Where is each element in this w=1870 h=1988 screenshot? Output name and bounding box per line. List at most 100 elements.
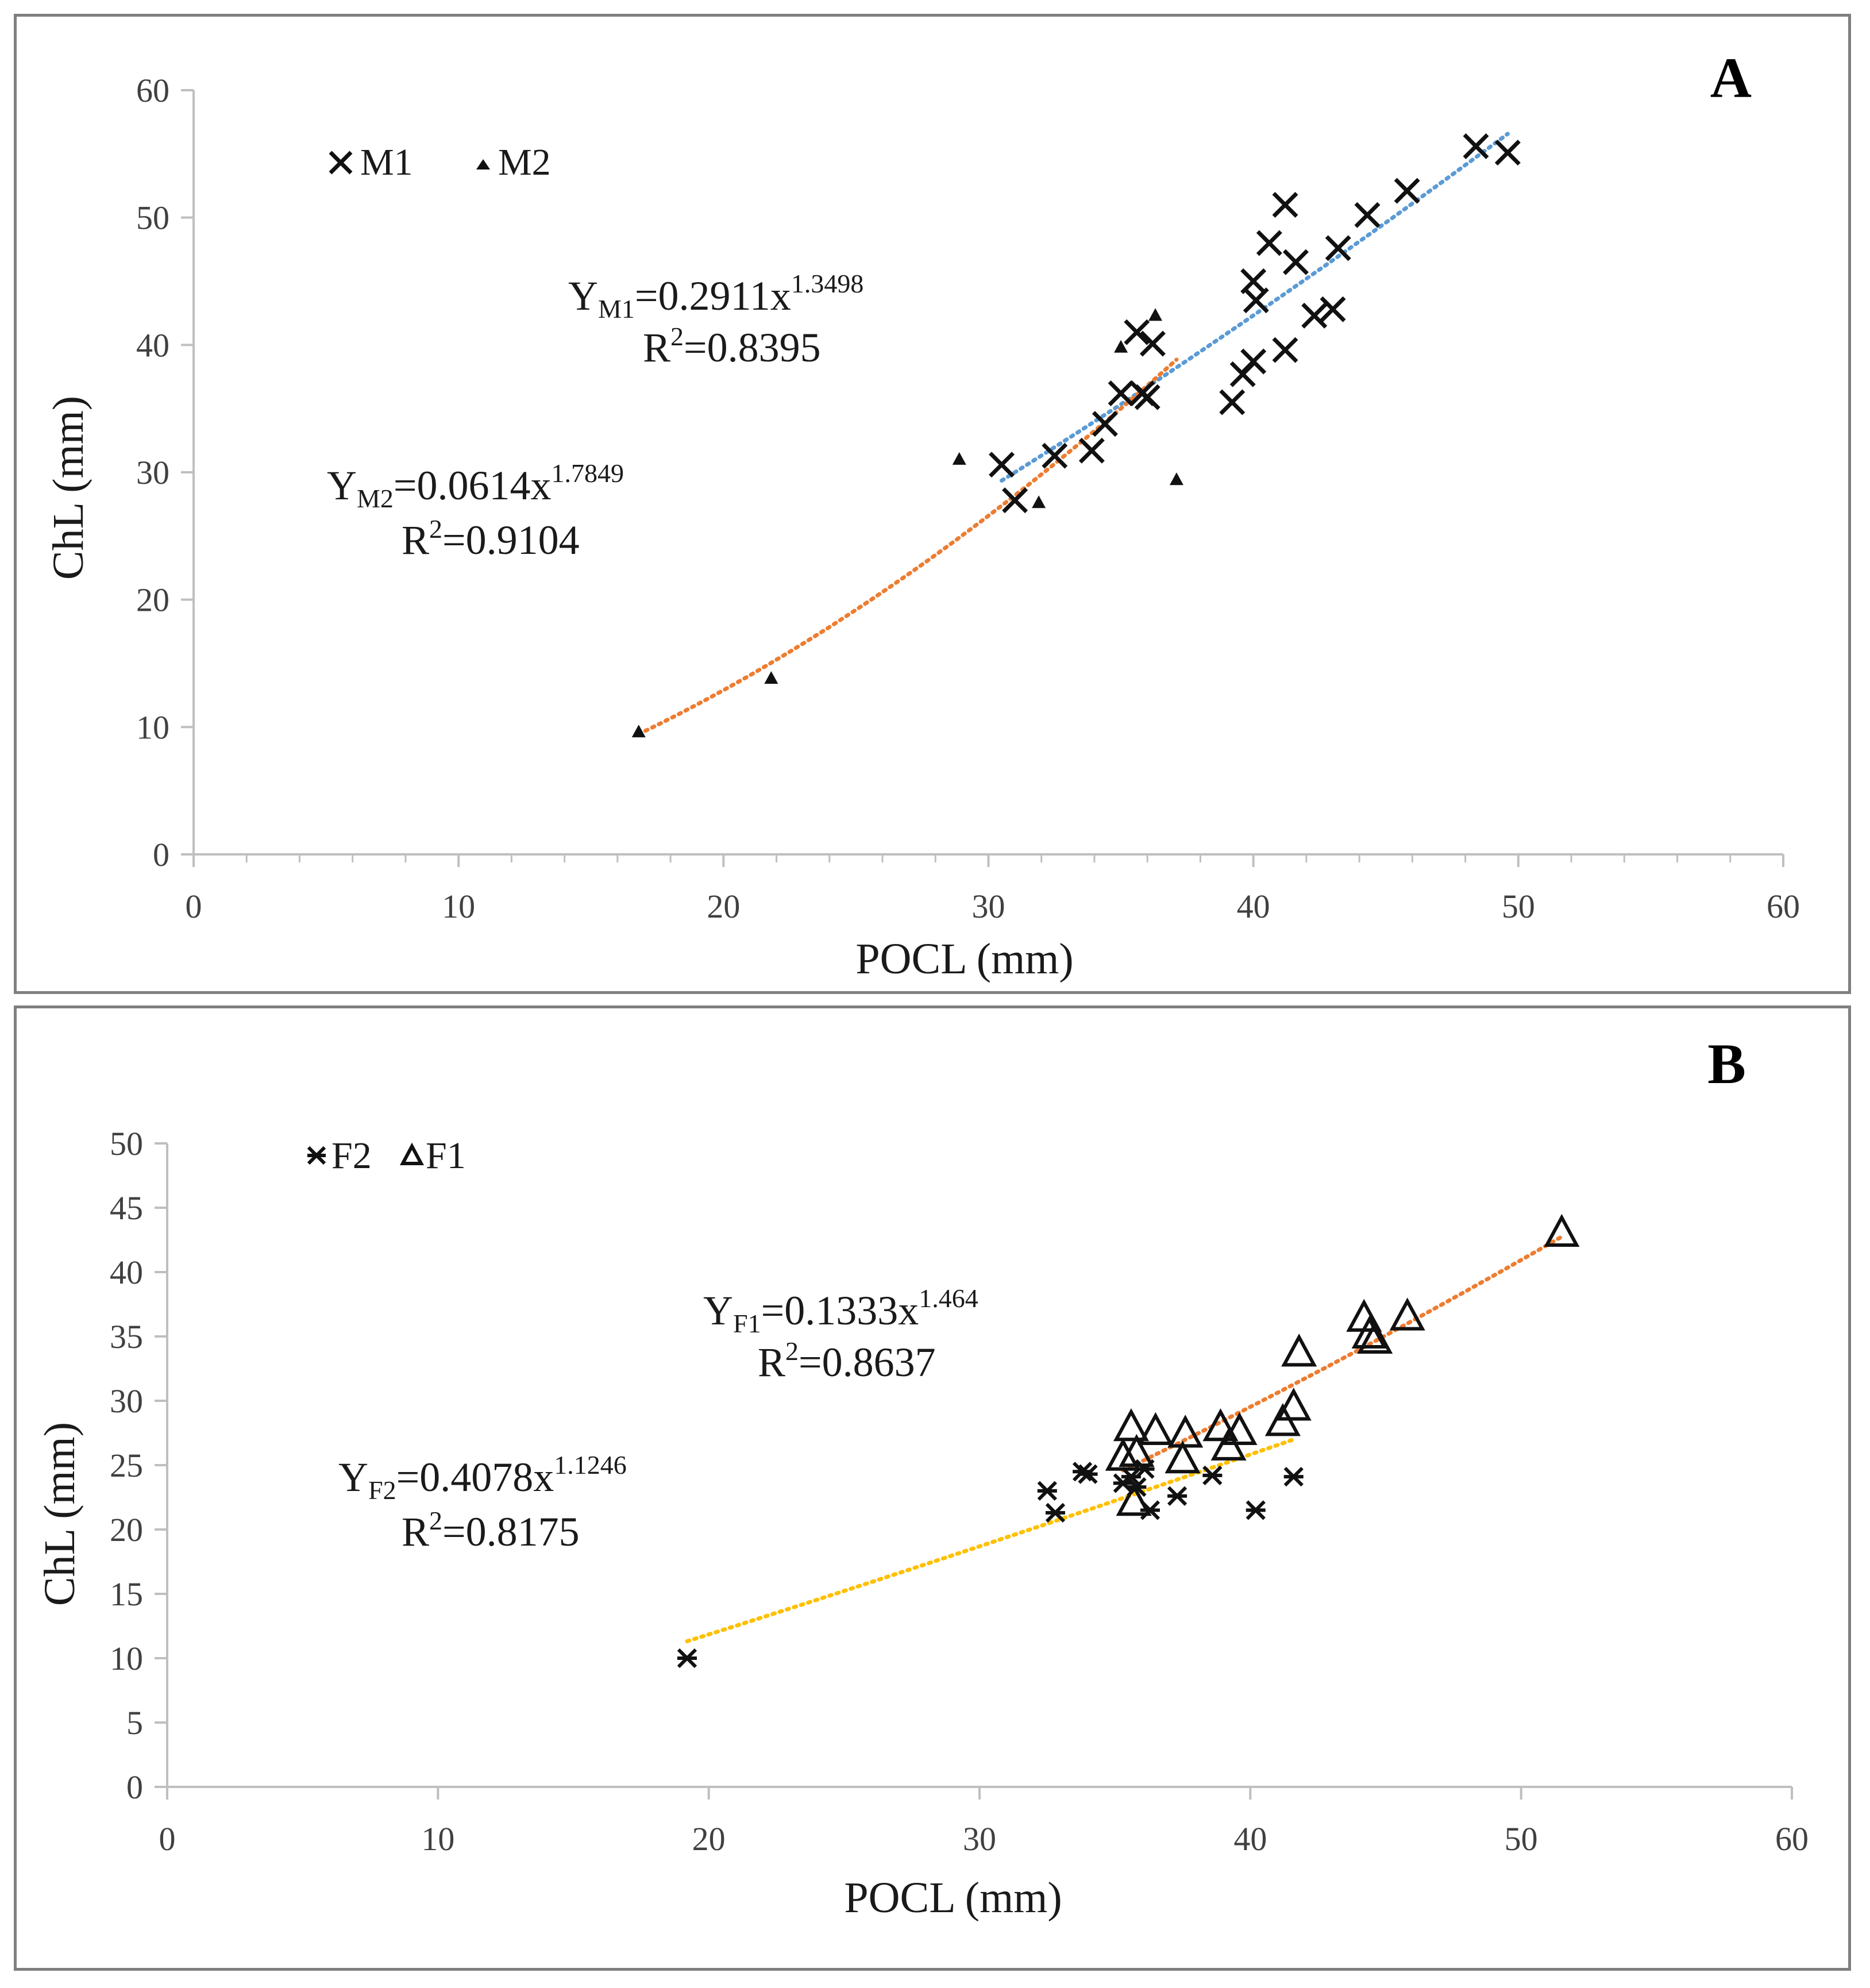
y-tick-label: 35 — [110, 1318, 143, 1355]
data-point-f1 — [1389, 1297, 1425, 1331]
legend-marker-m1 — [329, 151, 353, 175]
legend-b: F2 F1 — [307, 1135, 466, 1177]
r2-m2: R2=0.9104 — [402, 514, 580, 563]
y-tick-label: 0 — [126, 1769, 143, 1806]
x-tick-label: 40 — [1233, 1820, 1267, 1858]
legend-a: M1 M2 — [329, 141, 551, 183]
x-tick-label: 10 — [421, 1820, 454, 1858]
data-point-f1 — [1119, 1434, 1155, 1467]
y-tick-label: 15 — [110, 1575, 143, 1613]
y-tick-label: 40 — [136, 326, 169, 364]
x-tick-label: 60 — [1767, 888, 1800, 925]
data-point-m2 — [1032, 495, 1046, 508]
y-tick-label: 0 — [153, 836, 169, 873]
chart-a-svg: 0 10 20 30 40 50 60 0 10 20 30 40 50 60 A POCL (mm) C… — [44, 46, 1800, 983]
data-point-f1 — [1544, 1213, 1580, 1247]
x-axis-label-b: POCL (mm) — [844, 1874, 1062, 1922]
trendline-f2 — [685, 1437, 1296, 1643]
legend-label-m1: M1 — [360, 141, 413, 183]
x-tick-label: 50 — [1505, 1820, 1538, 1858]
trendline-f1 — [1121, 1234, 1564, 1473]
data-point-f2 — [677, 1648, 697, 1669]
data-point-f1 — [1281, 1334, 1317, 1367]
data-point-m1 — [1494, 140, 1521, 166]
data-point-f1 — [1105, 1438, 1141, 1471]
data-point-m2 — [1169, 472, 1183, 486]
data-point-m2 — [1114, 340, 1128, 353]
y-tick-label: 5 — [126, 1704, 143, 1742]
data-point-m1 — [1042, 442, 1068, 469]
data-point-m1 — [1240, 348, 1267, 375]
y-axis-label-b: ChL (mm) — [36, 1422, 84, 1606]
equation-f2: YF2=0.4078x1.1246 — [338, 1450, 627, 1505]
data-point-m1 — [1243, 287, 1269, 314]
equation-m1: YM1=0.2911x1.3498 — [568, 269, 863, 323]
y-tick-label: 30 — [136, 454, 169, 491]
x-tick-label: 50 — [1502, 888, 1535, 925]
data-point-m1 — [1078, 437, 1105, 464]
legend-label-f2: F2 — [331, 1135, 372, 1177]
y-tick-label: 20 — [110, 1511, 143, 1548]
data-point-f1 — [1221, 1412, 1258, 1445]
data-point-f2 — [1078, 1464, 1098, 1484]
x-axis-label-a: POCL (mm) — [855, 935, 1073, 983]
chart-panel-a: 0 10 20 30 40 50 60 0 10 20 30 40 50 60 A POCL (mm) C… — [14, 14, 1851, 994]
data-point-f1 — [1165, 1440, 1201, 1474]
data-point-m2 — [952, 452, 966, 465]
x-tick-label: 0 — [159, 1820, 176, 1858]
y-tick-label: 30 — [110, 1382, 143, 1420]
r2-f1: R2=0.8637 — [758, 1336, 936, 1385]
y-tick-label: 60 — [136, 72, 169, 109]
data-point-m1 — [1108, 380, 1134, 407]
data-point-m2 — [631, 725, 646, 738]
data-point-m1 — [1134, 384, 1160, 410]
equation-m2: YM2=0.0614x1.7849 — [327, 459, 624, 513]
equation-f1: YF1=0.1333x1.464 — [703, 1284, 978, 1338]
data-point-m1 — [989, 452, 1015, 478]
y-tick-label: 10 — [110, 1640, 143, 1677]
legend-label-f1: F1 — [426, 1135, 466, 1177]
y-tick-label: 20 — [136, 581, 169, 619]
data-point-f2 — [1202, 1465, 1223, 1486]
data-point-f1 — [1357, 1320, 1393, 1354]
data-point-f2 — [1283, 1467, 1304, 1487]
y-tick-label: 50 — [136, 199, 169, 237]
x-tick-label: 0 — [186, 888, 202, 925]
x-tick-label: 60 — [1775, 1820, 1809, 1858]
data-point-f1 — [1275, 1388, 1312, 1421]
chart-panel-b: 0 5 10 15 20 25 30 35 40 45 50 0 10 20 30 40 50 60 B POCL… — [14, 1005, 1851, 1971]
x-tick-label: 20 — [692, 1820, 726, 1858]
legend-marker-m2 — [476, 159, 490, 169]
data-point-f2 — [1037, 1481, 1057, 1501]
data-point-m1 — [1320, 296, 1346, 322]
y-tick-label: 40 — [110, 1254, 143, 1291]
trendline-m2 — [637, 357, 1179, 737]
data-point-f1 — [1113, 1408, 1149, 1442]
data-point-m1 — [1219, 389, 1246, 415]
data-point-f1 — [1202, 1408, 1239, 1442]
y-tick-label: 10 — [136, 708, 169, 746]
data-point-f1 — [1116, 1482, 1152, 1516]
data-point-m1 — [1124, 319, 1150, 345]
data-point-m1 — [1463, 133, 1489, 160]
data-point-m1 — [1394, 178, 1420, 204]
data-point-m1 — [1256, 230, 1282, 256]
data-point-f2 — [1045, 1502, 1066, 1523]
data-point-m2 — [1148, 308, 1163, 321]
y-tick-label: 25 — [110, 1447, 143, 1484]
y-tick-label: 45 — [110, 1189, 143, 1227]
data-point-m1 — [1282, 249, 1309, 275]
legend-marker-f2 — [307, 1146, 326, 1165]
data-point-m1 — [1272, 337, 1298, 363]
data-point-f2 — [1246, 1500, 1266, 1520]
x-tick-label: 40 — [1237, 888, 1270, 925]
data-point-f1 — [1167, 1415, 1204, 1448]
y-tick-label: 50 — [110, 1125, 143, 1162]
trendline-m1 — [1000, 132, 1510, 483]
x-tick-label: 30 — [963, 1820, 996, 1858]
y-axis-label-a: ChL (mm) — [44, 396, 92, 580]
data-point-m1 — [1139, 330, 1166, 357]
data-point-f2 — [1167, 1486, 1187, 1506]
panel-label-a: A — [1710, 46, 1752, 110]
data-point-m1 — [1301, 302, 1328, 329]
